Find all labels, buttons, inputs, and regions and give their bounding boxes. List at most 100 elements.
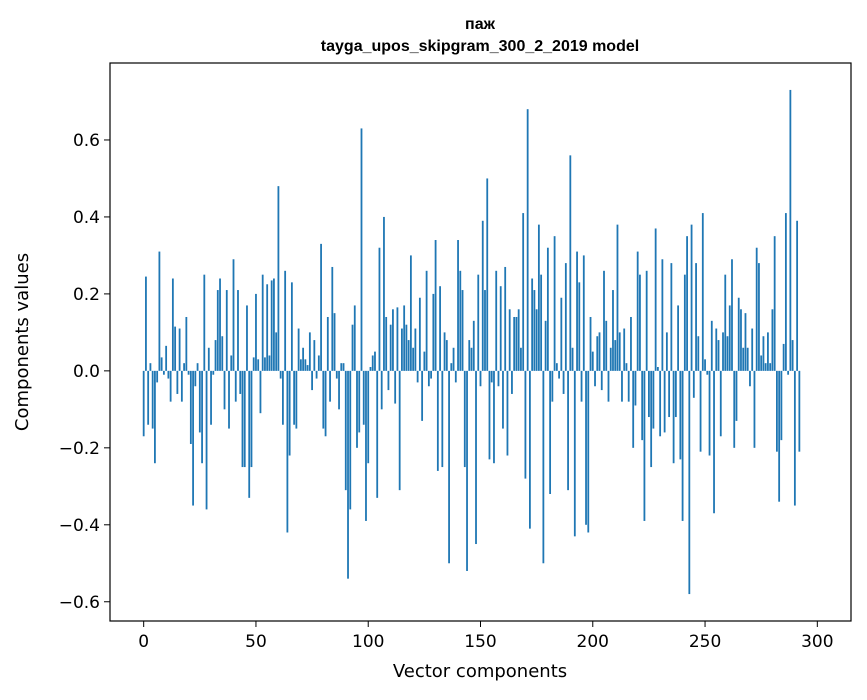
bar	[180, 370, 183, 402]
bar	[169, 370, 172, 402]
bar	[207, 347, 210, 371]
bar	[452, 347, 455, 371]
bar	[585, 370, 587, 525]
bar	[214, 340, 217, 371]
bar	[564, 263, 567, 371]
bar	[342, 363, 345, 371]
bar	[513, 316, 516, 371]
bar	[374, 351, 376, 371]
bar	[621, 370, 623, 402]
bar	[773, 236, 776, 371]
bar	[677, 305, 679, 371]
bar	[409, 255, 412, 371]
bar	[436, 370, 439, 471]
bar	[486, 178, 489, 371]
bar	[149, 363, 152, 371]
bar	[347, 370, 349, 579]
bar	[427, 370, 430, 387]
bar	[782, 343, 785, 371]
bar	[246, 305, 248, 371]
bar	[151, 370, 154, 429]
bar	[493, 370, 495, 464]
bar	[335, 370, 338, 379]
bar	[683, 274, 686, 371]
bar	[401, 328, 403, 371]
y-tick-label: −0.2	[59, 439, 100, 459]
bar	[690, 224, 693, 371]
bar	[279, 370, 282, 379]
bar	[540, 274, 543, 371]
bar	[178, 328, 181, 371]
bar	[392, 309, 394, 371]
bar	[481, 220, 484, 371]
bar	[535, 309, 538, 371]
bar	[369, 367, 372, 371]
bar	[742, 347, 745, 371]
bar	[156, 370, 159, 383]
bar	[383, 216, 385, 371]
bar	[421, 370, 424, 421]
bar	[569, 155, 572, 371]
bar	[776, 370, 778, 452]
bar	[537, 224, 540, 371]
bar	[147, 370, 150, 425]
bar	[515, 316, 518, 371]
bar	[502, 370, 504, 429]
plot-area-frame	[109, 62, 852, 622]
bar	[306, 365, 309, 371]
bar	[203, 274, 206, 371]
y-tick-label: 0.6	[73, 131, 100, 151]
bar	[311, 370, 313, 391]
y-tick-label: −0.4	[59, 516, 100, 536]
bar	[740, 309, 742, 371]
bar	[367, 370, 370, 464]
bar	[187, 370, 190, 375]
bar	[241, 370, 244, 468]
bar	[340, 363, 343, 371]
bar	[704, 359, 706, 371]
bar	[724, 274, 727, 371]
bar	[499, 286, 502, 371]
bar	[737, 297, 740, 371]
bar	[230, 355, 233, 371]
bar	[650, 370, 653, 468]
bar	[686, 236, 688, 371]
bar	[762, 336, 765, 371]
bar	[282, 370, 284, 425]
bar	[517, 309, 520, 371]
bar	[652, 370, 655, 429]
bar	[488, 370, 491, 460]
bar	[329, 370, 331, 402]
bar	[672, 370, 675, 464]
bar	[616, 224, 619, 371]
bar	[270, 280, 273, 371]
bar	[277, 186, 280, 371]
bar	[555, 363, 558, 371]
bar	[728, 305, 731, 371]
bar	[767, 332, 769, 371]
bar	[405, 324, 408, 371]
bar	[313, 340, 316, 371]
bar	[679, 370, 682, 460]
bar	[463, 370, 466, 468]
bar	[793, 370, 796, 506]
bar	[142, 370, 145, 437]
bar	[198, 370, 201, 433]
bar	[796, 220, 799, 371]
bar	[744, 313, 747, 371]
bar	[784, 213, 787, 371]
bar	[636, 251, 639, 371]
bar	[443, 332, 446, 371]
y-tick-label: −0.6	[59, 593, 100, 613]
bar	[360, 128, 363, 371]
bar	[183, 363, 185, 371]
bar	[699, 370, 702, 452]
bar	[349, 370, 352, 510]
bar	[625, 363, 628, 371]
bar	[760, 355, 763, 371]
bar	[162, 370, 165, 375]
x-tick-label: 100	[352, 632, 384, 652]
bar	[158, 251, 161, 371]
x-tick-label: 150	[464, 632, 496, 652]
bar	[174, 326, 177, 371]
